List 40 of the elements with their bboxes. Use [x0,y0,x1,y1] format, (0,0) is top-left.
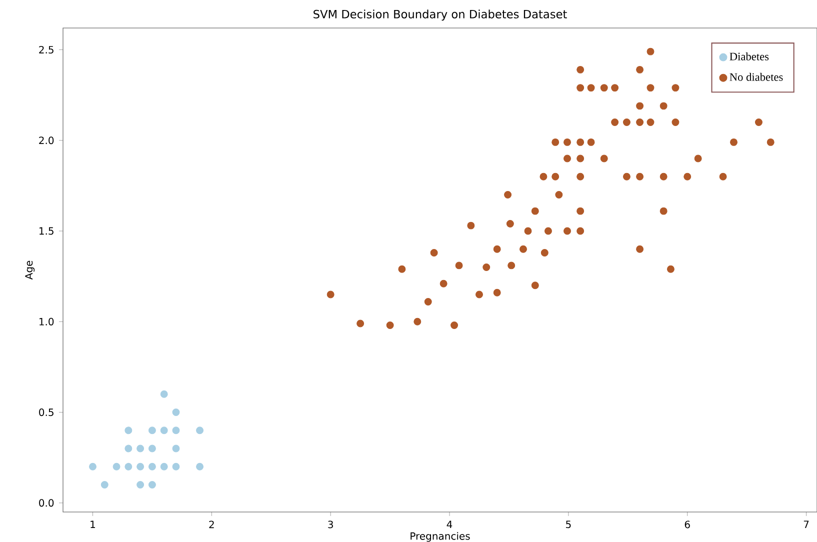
point [148,426,156,434]
chart-title: SVM Decision Boundary on Diabetes Dataset [314,10,567,21]
point [172,408,180,416]
y-tick-label: 1.5 [40,227,54,235]
point [136,444,144,452]
legend-label: Diabetes [730,52,769,60]
point [124,444,132,452]
y-tick-label: 1.0 [40,318,54,326]
x-tick-label: 4 [446,520,452,528]
point [160,426,168,434]
y-axis-title: Age [25,260,35,280]
x-tick-label: 7 [804,520,809,528]
point [100,481,108,489]
point [136,462,144,470]
x-tick-label: 2 [209,520,214,528]
point [148,444,156,452]
x-axis-title: Pregnancies [410,532,470,542]
point [196,462,204,470]
point [124,462,132,470]
point [136,481,144,489]
point [148,462,156,470]
point [172,444,180,452]
point [172,462,180,470]
point [124,426,132,434]
y-tick-label: 2.0 [39,136,54,144]
point [172,426,180,434]
x-tick-label: 5 [566,520,571,528]
x-tick-label: 6 [684,520,690,528]
y-tick-label: 0.0 [39,499,54,507]
point [148,481,156,489]
point [196,426,204,434]
point [160,390,168,398]
point [89,462,96,470]
legend-label: No diabetes [730,72,783,81]
x-tick-label: 3 [328,520,333,528]
x-tick-label: 1 [90,520,95,528]
point [160,462,168,470]
point [112,462,120,470]
y-tick-label: 2.5 [39,46,54,54]
y-tick-label: 0.5 [39,408,54,416]
